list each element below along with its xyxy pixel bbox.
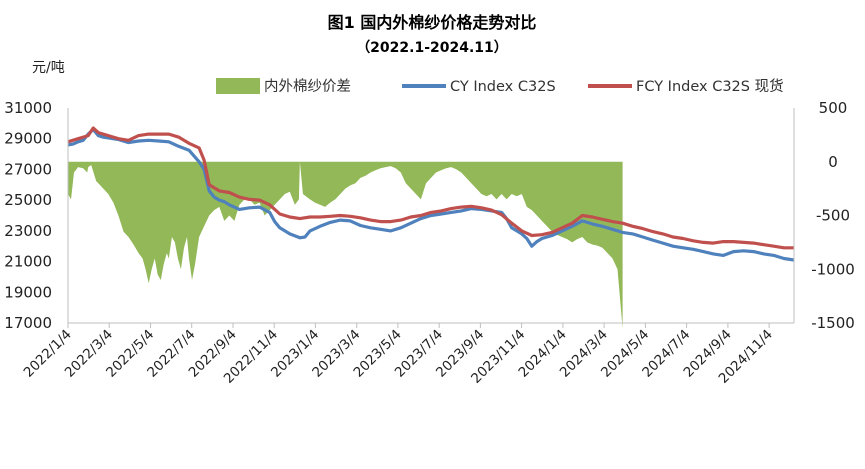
y-left-tick-label: 17000 [4,314,52,332]
series-spread-area [68,161,623,329]
y-axis-unit: 元/吨 [32,60,65,76]
y-right-tick-label: 500 [819,99,848,117]
y-left-tick-label: 23000 [4,222,52,240]
legend: 内外棉纱价差 CY Index C32S FCY Index C32S 现货 [216,78,784,95]
y-left-tick-label: 21000 [4,253,52,271]
y-right-tick-label: -500 [816,207,850,225]
y-right-tick-label: 0 [828,153,838,171]
y-left-tick-label: 31000 [4,99,52,117]
y-left-tick-label: 29000 [4,130,52,148]
y-left-tick-label: 27000 [4,160,52,178]
y-right-tick-label: -1000 [811,260,855,278]
legend-swatch-spread [216,78,260,94]
y-right-tick-label: -1500 [811,314,855,332]
chart-subtitle: （2022.1-2024.11） [356,40,508,56]
series-fcy-line [67,126,794,250]
y-left-tick-label: 19000 [4,283,52,301]
legend-label-fcy: FCY Index C32S 现货 [636,78,784,95]
legend-label-cy: CY Index C32S [450,79,556,95]
chart-title: 图1 国内外棉纱价格走势对比 [328,13,537,32]
y-left-tick-label: 25000 [4,191,52,209]
legend-label-spread: 内外棉纱价差 [264,78,351,95]
plot-area [67,126,795,329]
series-cy-line [67,127,795,262]
